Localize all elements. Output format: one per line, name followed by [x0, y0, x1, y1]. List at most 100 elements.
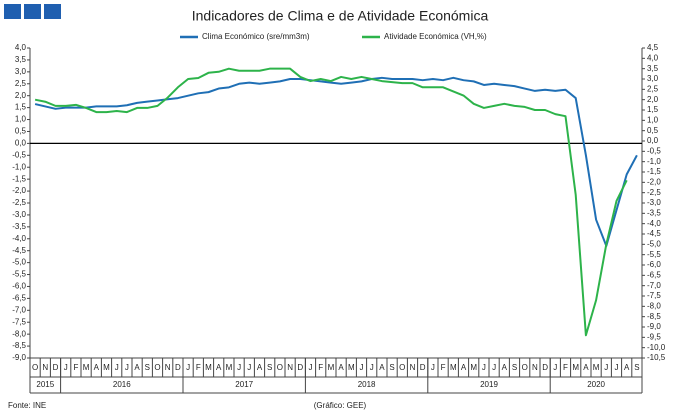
x-tick-label: D — [542, 363, 548, 372]
logo-block — [24, 4, 41, 19]
y-tick-label: 3,0 — [15, 67, 27, 76]
y-tick-label: -3,5 — [12, 222, 26, 231]
y-tick-label: -6,5 — [12, 293, 26, 302]
y2-tick-label: 3,0 — [647, 74, 659, 83]
legend-label: Atividade Económica (VH,%) — [384, 32, 487, 41]
x-tick-label: O — [32, 363, 38, 372]
x-tick-label: S — [267, 363, 272, 372]
y-tick-label: 2,0 — [15, 91, 27, 100]
x-tick-label: F — [318, 363, 323, 372]
x-tick-label: M — [470, 363, 477, 372]
x-tick-label: M — [450, 363, 457, 372]
x-tick-label: S — [389, 363, 394, 372]
y-tick-label: -2,0 — [12, 186, 26, 195]
x-tick-label: O — [154, 363, 160, 372]
logo-block — [4, 4, 21, 19]
y-tick-label: 4,0 — [15, 43, 27, 52]
x-tick-label: J — [247, 363, 251, 372]
x-tick-label: J — [492, 363, 496, 372]
y2-tick-label: 0,5 — [647, 126, 659, 135]
y2-tick-label: -6,0 — [647, 260, 661, 269]
x-tick-label: A — [338, 363, 344, 372]
x-tick-label: J — [553, 363, 557, 372]
x-tick-label: M — [83, 363, 90, 372]
y2-tick-label: -7,0 — [647, 281, 661, 290]
y2-tick-label: -2,0 — [647, 177, 661, 186]
y2-tick-label: 1,0 — [647, 115, 659, 124]
x-tick-label: F — [73, 363, 78, 372]
x-tick-label: J — [615, 363, 619, 372]
y2-tick-label: -1,5 — [647, 167, 661, 176]
x-tick-label: J — [604, 363, 608, 372]
series-line — [34, 76, 638, 247]
y-tick-label: -5,0 — [12, 258, 26, 267]
y2-tick-label: -5,0 — [647, 239, 661, 248]
chart-title: Indicadores de Clima e de Atividade Econ… — [192, 8, 489, 24]
y2-tick-label: -10,5 — [647, 353, 666, 362]
x-tick-label: A — [216, 363, 222, 372]
y-tick-label: -6,0 — [12, 282, 26, 291]
x-tick-label: J — [237, 363, 241, 372]
x-tick-label: M — [205, 363, 212, 372]
x-tick-label: S — [634, 363, 639, 372]
x-tick-label: J — [360, 363, 364, 372]
y-tick-label: 2,5 — [15, 79, 27, 88]
y-tick-label: -4,0 — [12, 234, 26, 243]
x-tick-label: M — [226, 363, 233, 372]
y-tick-label: 0,0 — [15, 138, 27, 147]
y-tick-label: -3,0 — [12, 210, 26, 219]
x-tick-label: M — [348, 363, 355, 372]
y2-tick-label: 4,0 — [647, 53, 659, 62]
x-tick-label: A — [134, 363, 140, 372]
logo-block — [44, 4, 61, 19]
x-tick-label: J — [482, 363, 486, 372]
y2-tick-label: 4,5 — [647, 43, 659, 52]
year-label: 2017 — [235, 380, 253, 389]
x-tick-label: D — [297, 363, 303, 372]
credit: (Gráfico: GEE) — [314, 401, 367, 410]
y2-tick-label: -3,5 — [647, 208, 661, 217]
year-label: 2020 — [587, 380, 605, 389]
y-tick-label: 1,5 — [15, 103, 27, 112]
x-tick-label: O — [522, 363, 528, 372]
x-tick-label: M — [593, 363, 600, 372]
x-tick-label: N — [165, 363, 171, 372]
x-tick-label: N — [42, 363, 48, 372]
x-tick-label: N — [532, 363, 538, 372]
x-tick-label: D — [53, 363, 59, 372]
x-tick-label: J — [186, 363, 190, 372]
x-tick-label: A — [379, 363, 385, 372]
y2-tick-label: -3,0 — [647, 198, 661, 207]
x-tick-label: O — [277, 363, 283, 372]
y2-tick-label: -9,0 — [647, 322, 661, 331]
y2-tick-label: -9,5 — [647, 332, 661, 341]
year-label: 2019 — [480, 380, 498, 389]
x-tick-label: J — [64, 363, 68, 372]
y-tick-label: 1,0 — [15, 115, 27, 124]
y-tick-label: -7,5 — [12, 317, 26, 326]
y-tick-label: 3,5 — [15, 55, 27, 64]
y2-tick-label: 2,0 — [647, 95, 659, 104]
y2-tick-label: 3,5 — [647, 64, 659, 73]
y2-tick-label: -6,5 — [647, 270, 661, 279]
x-tick-label: J — [309, 363, 313, 372]
y-tick-label: -2,5 — [12, 198, 26, 207]
series-line — [34, 67, 628, 337]
x-tick-label: J — [370, 363, 374, 372]
x-tick-label: M — [572, 363, 579, 372]
x-tick-label: N — [287, 363, 293, 372]
x-tick-label: D — [175, 363, 181, 372]
y2-tick-label: -1,0 — [647, 157, 661, 166]
x-tick-label: D — [420, 363, 426, 372]
y2-tick-label: -10,0 — [647, 343, 666, 352]
y-tick-label: 0,5 — [15, 127, 27, 136]
y2-tick-label: -8,0 — [647, 301, 661, 310]
y-tick-label: -1,5 — [12, 174, 26, 183]
x-tick-label: J — [125, 363, 129, 372]
x-tick-label: M — [103, 363, 110, 372]
y-tick-label: -7,0 — [12, 305, 26, 314]
x-tick-label: A — [624, 363, 630, 372]
x-tick-label: A — [257, 363, 263, 372]
x-tick-label: F — [196, 363, 201, 372]
